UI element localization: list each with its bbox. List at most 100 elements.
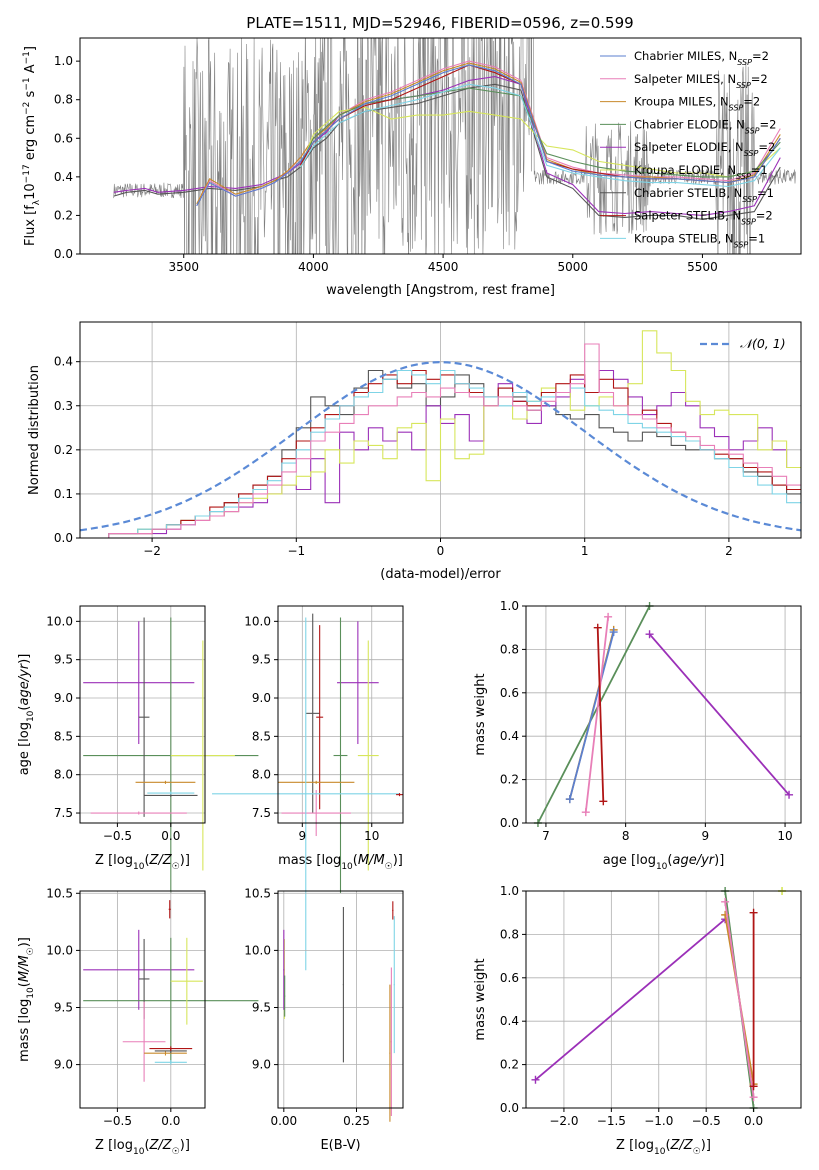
label-part: 10 [26, 710, 36, 722]
x-tick-label: −0.5 [103, 1114, 132, 1128]
label-part: Z [log [95, 1138, 133, 1153]
label-part: −2 [22, 102, 32, 115]
legend-entry: Salpeter ELODIE, NSSP=2 [634, 140, 775, 158]
axes-frame [277, 605, 404, 824]
y-tick-label: 0.8 [500, 927, 519, 941]
weight-marker [581, 808, 590, 817]
label-part: ☉ [26, 947, 36, 955]
weight-marker [749, 908, 758, 917]
y-tick-label: 0.2 [500, 1058, 519, 1072]
label-part: ☉ [693, 1147, 701, 1157]
plot-area [526, 887, 801, 1112]
x-axis-label: age [log10(age/yr)] [603, 853, 725, 872]
label-part: Z [log [95, 853, 133, 868]
y-axis-label: mass weight [473, 958, 488, 1040]
label-part: ] [23, 46, 38, 51]
model-spectrum-line [196, 64, 781, 207]
y-tick-label: 8.5 [252, 729, 271, 743]
plot-area [212, 606, 403, 971]
weight-line [584, 616, 609, 813]
y-tick-label: 0.3 [54, 399, 73, 413]
plot-area [79, 322, 802, 539]
y-tick-label: 9.0 [252, 1058, 271, 1072]
spectrum-lines [113, 38, 796, 254]
model-spectrum-line [113, 83, 781, 220]
legend-suffix: =2 [758, 140, 775, 154]
y-tick-label: 0.6 [500, 686, 519, 700]
y-tick-label: 7.5 [252, 806, 271, 820]
label-part: M/M [17, 955, 32, 982]
legend-entry: Salpeter STELIB, NSSP=2 [634, 209, 773, 227]
label-part: λ [32, 199, 42, 205]
x-tick-label: 7 [542, 829, 550, 843]
y-tick-label: 8.0 [252, 768, 271, 782]
y-tick-label: 0.0 [54, 247, 73, 261]
x-tick-label: 10 [777, 829, 792, 843]
label-part: Z [log [616, 1138, 654, 1153]
legend-text: Salpeter MILES, N [634, 72, 736, 86]
legend-suffix: =1 [751, 163, 768, 177]
label-part: 10 [26, 987, 36, 999]
plot-area [80, 891, 259, 1108]
weight-marker [749, 1093, 758, 1102]
x-tick-label: −1.0 [644, 1114, 673, 1128]
legend-entry: 𝒩(0, 1) [740, 336, 786, 351]
weight-line [568, 631, 615, 800]
x-tick-label: 0 [437, 544, 445, 558]
label-part: Flux [f [23, 205, 38, 246]
axes-frame [79, 605, 206, 824]
x-tick-label: −0.5 [103, 829, 132, 843]
legend-text: Chabrier STELIB, N [634, 186, 742, 200]
x-tick-label: −1 [287, 544, 305, 558]
y-tick-label: 10.0 [46, 943, 73, 957]
y-tick-label: 10.0 [244, 614, 271, 628]
legend-entry: Kroupa STELIB, NSSP=1 [634, 231, 765, 249]
weight-line [537, 605, 651, 824]
label-part: M/M [358, 853, 385, 868]
x-tick-label: −2.0 [549, 1114, 578, 1128]
x-tick-label: −0.5 [692, 1114, 721, 1128]
legend-text: Chabrier ELODIE, N [634, 117, 745, 131]
label-part: age [log [17, 722, 32, 775]
y-tick-label: 8.5 [54, 729, 73, 743]
weight-line [648, 633, 790, 796]
label-part: Z/Z [670, 1138, 694, 1153]
label-part: s [23, 90, 38, 101]
label-part: erg cm [23, 115, 38, 164]
x-tick-label: 0.0 [161, 829, 180, 843]
y-tick-label: 9.5 [54, 1000, 73, 1014]
x-tick-label: 1 [581, 544, 589, 558]
x-tick-label: 0.25 [343, 1114, 370, 1128]
y-tick-label: 9.5 [252, 1000, 271, 1014]
y-tick-label: 1.0 [500, 599, 519, 613]
y-tick-label: 10.0 [244, 943, 271, 957]
x-tick-label: 0.0 [161, 1114, 180, 1128]
y-tick-label: 0.8 [500, 642, 519, 656]
y-tick-label: 1.0 [500, 884, 519, 898]
legend-suffix: =1 [748, 231, 765, 245]
plot-area [80, 606, 259, 894]
x-tick-label: 0.0 [744, 1114, 763, 1128]
x-tick-label: 3500 [168, 260, 199, 274]
y-tick-label: 1.0 [54, 54, 73, 68]
legend-entry: Kroupa MILES, NSSP=2 [634, 95, 760, 113]
label-part: )] [393, 853, 403, 868]
x-tick-label: −2 [143, 544, 161, 558]
y-tick-label: 0.1 [54, 487, 73, 501]
weight-line [724, 901, 755, 1098]
y-tick-label: 0.4 [54, 355, 73, 369]
label-part: ☉ [385, 862, 393, 872]
model-spectrum-line [299, 106, 781, 178]
weight-line [534, 918, 726, 1081]
legend-suffix: =2 [743, 95, 760, 109]
legend-entry: Chabrier STELIB, NSSP=1 [634, 186, 774, 204]
mass-vs-ebv-panel: 0.00 0.25 9.0 9.5 10.0 10.5 E(B-V) [244, 886, 404, 1153]
y-tick-label: 7.5 [54, 806, 73, 820]
label-part: 10 [133, 1147, 145, 1157]
label-part: A [23, 64, 38, 77]
label-part: mass [log [17, 999, 32, 1062]
legend-text: Kroupa STELIB, N [634, 231, 734, 245]
axes-frame [79, 890, 206, 1109]
